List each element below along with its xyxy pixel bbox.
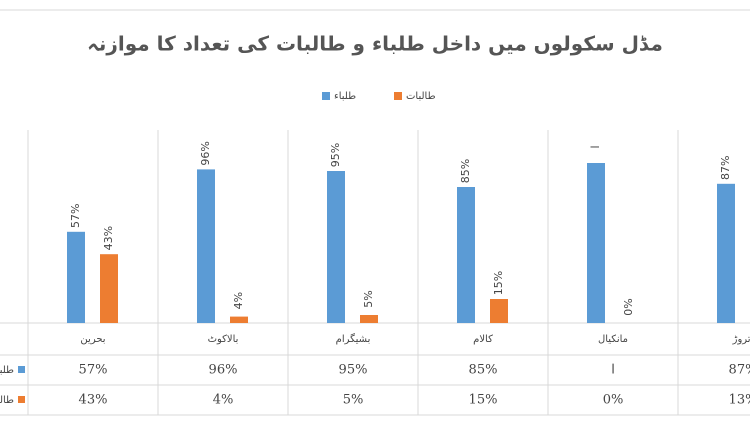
table-cell: 15% — [469, 393, 498, 408]
table-cell: 57% — [79, 363, 108, 378]
x-tick-label: بالاکوٹ — [208, 334, 239, 345]
data-label: 95% — [329, 143, 342, 167]
x-tick-label: کالام — [473, 334, 493, 345]
bar — [360, 315, 378, 323]
bar — [717, 183, 735, 323]
table-cell: 0% — [603, 393, 624, 408]
x-tick-label: بشیگرام — [336, 333, 371, 345]
x-tick-label: مانکیال — [598, 334, 628, 345]
data-label: 57% — [69, 204, 82, 228]
bar — [457, 187, 475, 323]
table-cell: 5% — [343, 393, 364, 408]
x-tick-label: بحرین — [80, 334, 105, 345]
legend-swatch — [394, 92, 402, 100]
bar — [197, 169, 215, 323]
legend-swatch — [18, 366, 25, 373]
table-cell: 43% — [79, 393, 108, 408]
legend-swatch — [18, 396, 25, 403]
data-label: ا — [589, 145, 602, 148]
bar — [230, 316, 248, 323]
data-label: 87% — [719, 156, 732, 180]
bar — [587, 163, 605, 323]
data-label: 15% — [492, 271, 505, 295]
data-label: 96% — [199, 141, 212, 165]
table-cell: 85% — [469, 363, 498, 378]
data-label: 4% — [232, 292, 245, 309]
bar — [67, 231, 85, 323]
table-cell: ا — [611, 363, 615, 378]
table-cell: 95% — [339, 363, 368, 378]
legend-label: طلباء — [334, 91, 356, 102]
row-header: طالبات — [0, 395, 14, 406]
table-cell: 96% — [209, 363, 238, 378]
table-cell: 13% — [729, 393, 750, 408]
bar — [490, 299, 508, 323]
chart-title: مڈل سکولوں میں داخل طلباء و طالبات کی تع… — [87, 32, 663, 56]
bar — [100, 254, 118, 323]
row-header: طلباء — [0, 365, 14, 376]
x-tick-label: اتروڑ — [732, 334, 750, 345]
data-label: 0% — [622, 298, 635, 315]
data-label: 43% — [102, 226, 115, 250]
data-label: 85% — [459, 159, 472, 183]
legend-swatch — [322, 92, 330, 100]
table-cell: 87% — [729, 363, 750, 378]
table-cell: 4% — [213, 393, 234, 408]
data-label: 5% — [362, 290, 375, 307]
legend-label: طالبات — [406, 91, 436, 102]
bar — [327, 171, 345, 323]
